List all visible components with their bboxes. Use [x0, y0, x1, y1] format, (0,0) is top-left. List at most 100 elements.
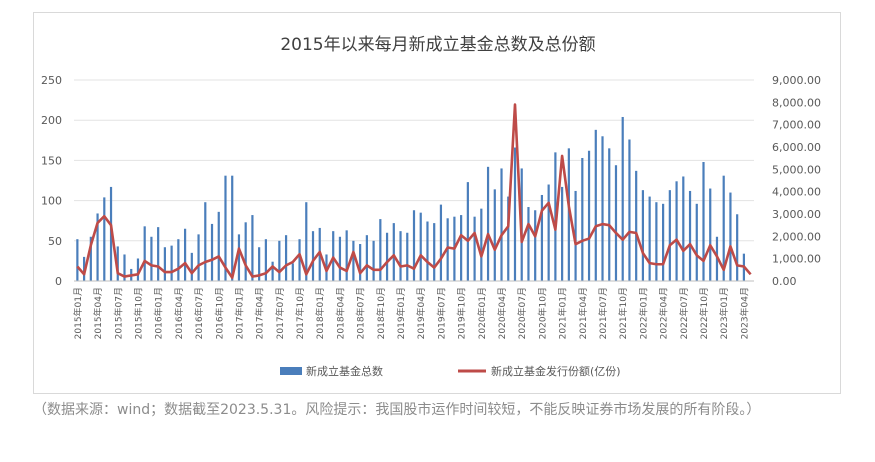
- axes: 0 50 100 150 200 250 0.00 1,000.00 2,000.00 3,000…: [41, 74, 821, 339]
- x-tick-label: 2015年01月: [72, 287, 84, 339]
- x-tick-label: 2019年01月: [395, 287, 407, 339]
- bar: [365, 235, 368, 281]
- bar: [635, 170, 638, 281]
- x-tick-label: 2022年04月: [658, 287, 670, 339]
- x-tick-label: 2019年10月: [456, 287, 468, 339]
- bar: [76, 239, 79, 281]
- x-tick-label: 2016年10月: [213, 287, 225, 339]
- bar: [392, 223, 395, 281]
- legend-bar-swatch: [280, 367, 302, 375]
- bar: [251, 215, 254, 281]
- x-tick-label: 2015年07月: [112, 287, 124, 339]
- x-tick-label: 2020年01月: [476, 287, 488, 339]
- bar: [587, 150, 591, 281]
- bar: [305, 202, 308, 281]
- x-tick-label: 2022年10月: [698, 287, 710, 339]
- bar: [601, 136, 604, 281]
- bar: [231, 175, 234, 281]
- bar: [406, 232, 409, 281]
- x-tick-label: 2022年01月: [637, 287, 649, 339]
- bar: [662, 203, 665, 281]
- x-tick-label: 2020年04月: [496, 287, 508, 339]
- y2-tick-label: 4,000.00: [772, 186, 821, 199]
- bar: [675, 181, 678, 281]
- bar: [574, 190, 577, 281]
- bar: [729, 192, 732, 281]
- bar: [190, 252, 193, 281]
- bar: [412, 210, 416, 281]
- issuance-line: [76, 103, 752, 279]
- bar: [540, 194, 544, 281]
- x-tick-label: 2021年01月: [557, 287, 569, 339]
- bar: [372, 240, 375, 281]
- x-tick-label: 2020年07月: [516, 287, 528, 339]
- x-tick-label: 2018年04月: [334, 287, 346, 339]
- bar: [103, 197, 106, 281]
- x-tick-label: 2022年07月: [678, 287, 690, 339]
- y2-tick-label: 0.00: [772, 275, 797, 288]
- x-tick-label: 2018年01月: [314, 287, 326, 339]
- y2-tick-label: 7,000.00: [772, 119, 821, 132]
- bar: [682, 176, 685, 281]
- bar: [197, 234, 200, 281]
- bar: [614, 165, 618, 281]
- bar: [702, 162, 705, 281]
- bar: [264, 239, 267, 281]
- y-tick-label: 250: [41, 74, 62, 87]
- bar: [439, 204, 443, 281]
- bar: [594, 129, 597, 281]
- bar: [278, 240, 281, 281]
- bar: [547, 184, 550, 281]
- bar: [668, 190, 671, 281]
- bar: [163, 247, 166, 281]
- x-tick-label: 2017年10月: [294, 287, 306, 339]
- bar: [500, 168, 503, 281]
- y-tick-label: 0: [55, 275, 62, 288]
- bar: [567, 148, 570, 281]
- y2-tick-label: 2,000.00: [772, 230, 821, 243]
- x-tick-label: 2021年10月: [617, 287, 629, 339]
- bar: [460, 215, 463, 281]
- bar: [237, 234, 241, 281]
- bar: [480, 208, 483, 281]
- x-tick-label: 2015年04月: [92, 287, 104, 339]
- bar: [493, 189, 496, 281]
- x-tick-label: 2017年01月: [233, 287, 245, 339]
- x-tick-label: 2019年07月: [435, 287, 447, 339]
- y2-tick-label: 3,000.00: [772, 208, 821, 221]
- y-tick-label: 150: [41, 154, 62, 167]
- y-tick-label: 100: [41, 195, 62, 208]
- y-tick-label: 50: [48, 235, 62, 248]
- x-tick-label: 2021年04月: [577, 287, 589, 339]
- bar: [345, 230, 348, 281]
- legend-bar-label: 新成立基金总数: [306, 364, 383, 378]
- bar: [210, 223, 214, 281]
- x-tick-label: 2015年10月: [132, 287, 144, 339]
- bar: [628, 139, 631, 281]
- x-tick-label: 2019年04月: [415, 287, 427, 339]
- bar: [426, 221, 429, 281]
- bar: [311, 231, 315, 281]
- bar: [473, 216, 476, 281]
- bar: [123, 254, 126, 281]
- y2-tick-label: 5,000.00: [772, 163, 821, 176]
- chart-frame: 2015年以来每月新成立基金总数及总份额 0 50 100 150 200 250 0.00…: [33, 12, 841, 394]
- bar: [695, 203, 698, 281]
- bar: [150, 236, 153, 281]
- y2-tick-label: 1,000.00: [772, 253, 821, 266]
- bar: [433, 223, 436, 281]
- bar: [507, 196, 510, 281]
- bar: [96, 213, 99, 281]
- bar: [177, 239, 180, 281]
- bar: [513, 147, 517, 281]
- bar: [385, 232, 389, 281]
- chart-title: 2015年以来每月新成立基金总数及总份额: [280, 35, 595, 55]
- bar: [157, 227, 160, 281]
- bar: [217, 211, 220, 281]
- bar: [258, 247, 261, 281]
- bar: [170, 245, 173, 281]
- bar: [284, 235, 288, 281]
- bar: [379, 219, 382, 281]
- bar: [608, 148, 611, 281]
- bar: [143, 226, 146, 281]
